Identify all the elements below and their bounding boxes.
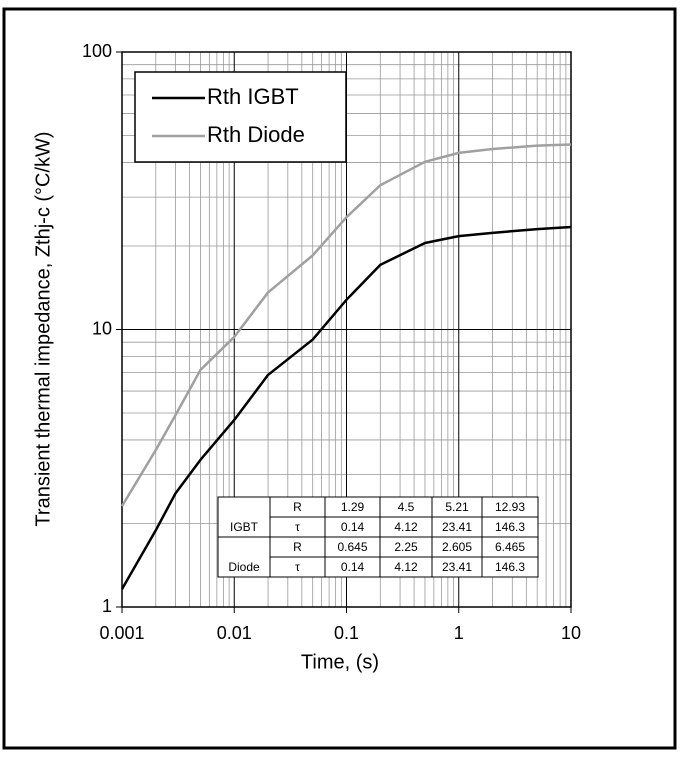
table-param: τ — [295, 520, 300, 534]
table-value: 12.93 — [495, 500, 525, 514]
table-value: 146.3 — [495, 520, 525, 534]
table-value: 4.12 — [394, 560, 418, 574]
table-group: Diode — [228, 560, 260, 574]
table-value: 0.645 — [337, 540, 367, 554]
x-tick-label: 0.01 — [217, 623, 252, 643]
table-value: 2.605 — [442, 540, 472, 554]
table-value: 2.25 — [394, 540, 418, 554]
table-value: 0.14 — [341, 560, 365, 574]
table-value: 6.465 — [495, 540, 525, 554]
legend-box — [134, 71, 347, 163]
table-group: IGBT — [230, 520, 259, 534]
legend-label: Rth Diode — [207, 122, 305, 147]
x-tick-label: 10 — [561, 623, 581, 643]
x-tick-label: 0.001 — [99, 623, 144, 643]
y-tick-label: 1 — [102, 596, 112, 616]
legend-label: Rth IGBT — [207, 84, 299, 109]
table-value: 0.14 — [341, 520, 365, 534]
x-tick-label: 1 — [454, 623, 464, 643]
y-tick-label: 10 — [92, 318, 112, 338]
table-value: 4.12 — [394, 520, 418, 534]
series-line — [120, 143, 572, 507]
y-axis-label: Transient thermal impedance, Zthj-c (°C/… — [32, 131, 54, 526]
y-tick-label: 100 — [82, 41, 112, 61]
series-line — [120, 225, 572, 590]
plot-border — [121, 51, 572, 608]
table-param: R — [293, 500, 302, 514]
table-value: 23.41 — [442, 520, 472, 534]
table-value: 4.5 — [398, 500, 415, 514]
table-param: R — [293, 540, 302, 554]
frame — [2, 7, 677, 750]
table-param: τ — [295, 560, 300, 574]
x-axis-label: Time, (s) — [301, 651, 379, 673]
table-value: 1.29 — [341, 500, 365, 514]
table-value: 23.41 — [442, 560, 472, 574]
table-value: 5.21 — [445, 500, 469, 514]
x-tick-label: 0.1 — [334, 623, 359, 643]
table-value: 146.3 — [495, 560, 525, 574]
